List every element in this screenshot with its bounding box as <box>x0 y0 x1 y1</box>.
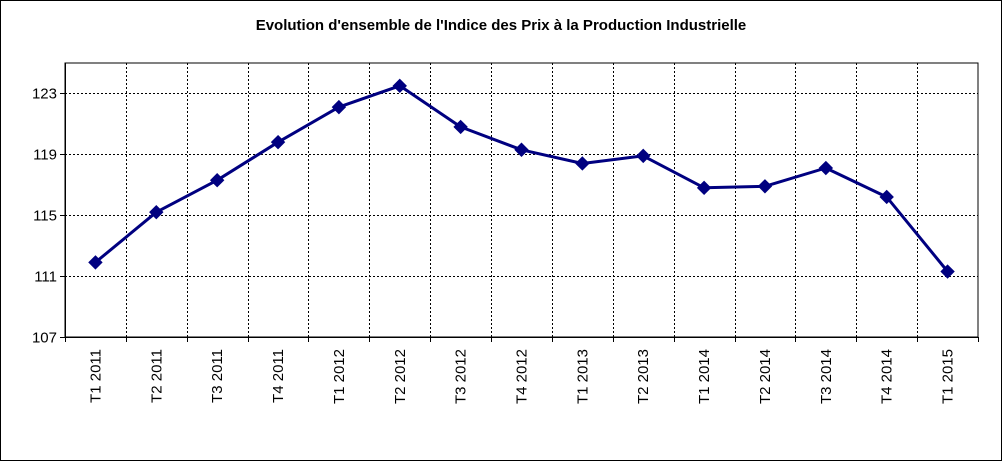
data-point <box>88 255 103 270</box>
x-tick-label: T1 2013 <box>574 349 591 404</box>
x-tick-label: T3 2012 <box>453 349 470 404</box>
data-point <box>879 189 894 205</box>
x-tick-label: T2 2012 <box>392 349 409 404</box>
data-point <box>453 119 468 135</box>
x-tick-label: T1 2015 <box>940 349 957 404</box>
y-tick-label: 115 <box>33 208 57 225</box>
x-tick-label: T4 2012 <box>514 349 531 404</box>
x-tick-label: T4 2011 <box>270 349 287 403</box>
data-point <box>696 180 712 196</box>
data-point <box>636 148 651 164</box>
data-point <box>940 264 955 279</box>
data-point <box>209 173 225 188</box>
y-tick-labels: 107 111 115 119 123 <box>32 86 57 347</box>
x-tick-label: T2 2011 <box>148 349 165 403</box>
y-tick-label: 119 <box>33 147 57 164</box>
chart-title: Evolution d'ensemble de l'Indice des Pri… <box>255 17 747 34</box>
x-tick-label: T2 2014 <box>757 349 774 404</box>
grid-lines <box>64 62 979 338</box>
x-tick-label: T4 2014 <box>879 349 896 404</box>
y-tick-label: 111 <box>34 269 57 286</box>
axes <box>60 63 979 342</box>
y-tick-label: 123 <box>32 86 57 103</box>
data-point <box>514 142 529 157</box>
y-tick-label: 107 <box>32 330 57 347</box>
data-point <box>818 160 834 176</box>
series <box>88 78 955 279</box>
plot-area <box>64 62 979 338</box>
data-point <box>757 179 773 194</box>
data-point <box>270 134 286 150</box>
x-tick-label: T1 2012 <box>331 349 348 404</box>
x-tick-labels: T1 2011 T2 2011 T3 2011 T4 2011 T1 2012 T2 20… <box>87 349 956 404</box>
x-tick-label: T2 2013 <box>635 349 652 404</box>
data-point <box>331 99 347 115</box>
x-tick-label: T1 2011 <box>87 349 104 403</box>
x-tick-label: T3 2011 <box>209 349 226 403</box>
data-point <box>575 156 590 171</box>
x-tick-label: T3 2014 <box>818 349 835 404</box>
data-point <box>392 78 407 94</box>
x-tick-label: T1 2014 <box>696 349 713 404</box>
data-point <box>149 204 164 220</box>
